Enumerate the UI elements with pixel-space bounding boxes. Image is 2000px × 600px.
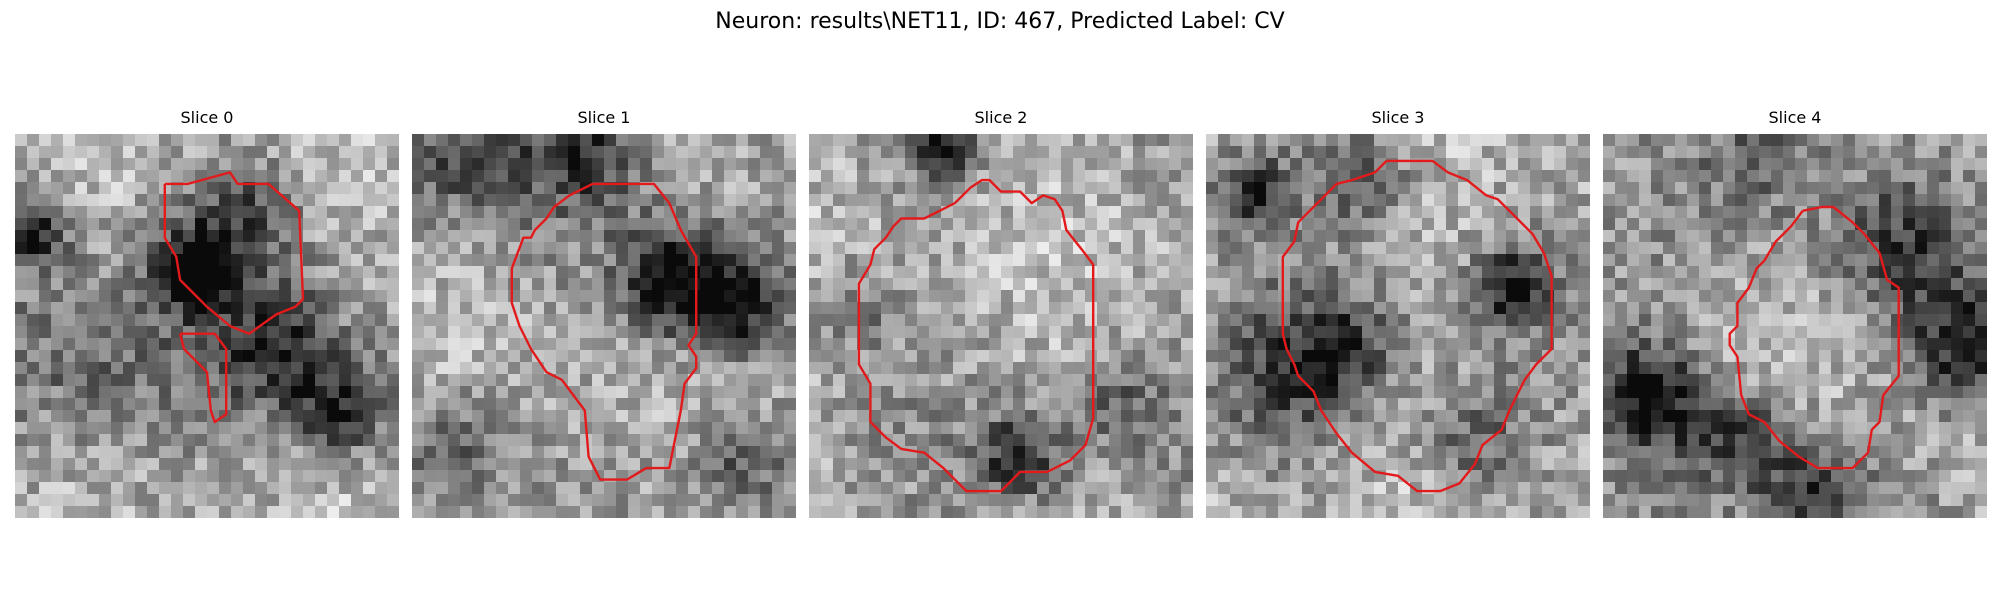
slice-image-2 — [809, 134, 1193, 518]
pixel-grid-2 — [809, 134, 1193, 518]
pixel-grid-0 — [15, 134, 399, 518]
slice-panel-2: Slice 2 — [809, 108, 1193, 530]
pixel-grid-3 — [1206, 134, 1590, 518]
slice-panel-4: Slice 4 — [1603, 108, 1987, 530]
slice-image-3 — [1206, 134, 1590, 518]
pixel-grid-1 — [412, 134, 796, 518]
slice-title-0: Slice 0 — [180, 108, 234, 127]
segmentation-contour-2-0 — [857, 178, 1095, 493]
slice-title-4: Slice 4 — [1768, 108, 1822, 127]
slice-canvas-3 — [1206, 134, 1590, 518]
slice-panel-0: Slice 0 — [15, 108, 399, 530]
segmentation-contour-0-0 — [163, 171, 305, 335]
pixel-grid-4 — [1603, 134, 1987, 518]
segmentation-contour-0-1 — [178, 332, 228, 424]
segmentation-contour-1-0 — [510, 182, 698, 481]
slice-title-2: Slice 2 — [974, 108, 1028, 127]
segmentation-contour-3-0 — [1281, 159, 1553, 493]
figure-title: Neuron: results\NET11, ID: 467, Predicte… — [715, 9, 1285, 34]
slice-canvas-0 — [15, 134, 399, 518]
segmentation-contour-4-0 — [1728, 205, 1900, 470]
slice-title-1: Slice 1 — [577, 108, 631, 127]
slice-title-3: Slice 3 — [1371, 108, 1425, 127]
slice-canvas-2 — [809, 134, 1193, 518]
slice-image-4 — [1603, 134, 1987, 518]
slice-canvas-4 — [1603, 134, 1987, 518]
slice-image-0 — [15, 134, 399, 518]
slice-panel-1: Slice 1 — [412, 108, 796, 530]
slice-canvas-1 — [412, 134, 796, 518]
slice-image-1 — [412, 134, 796, 518]
slice-panel-3: Slice 3 — [1206, 108, 1590, 530]
